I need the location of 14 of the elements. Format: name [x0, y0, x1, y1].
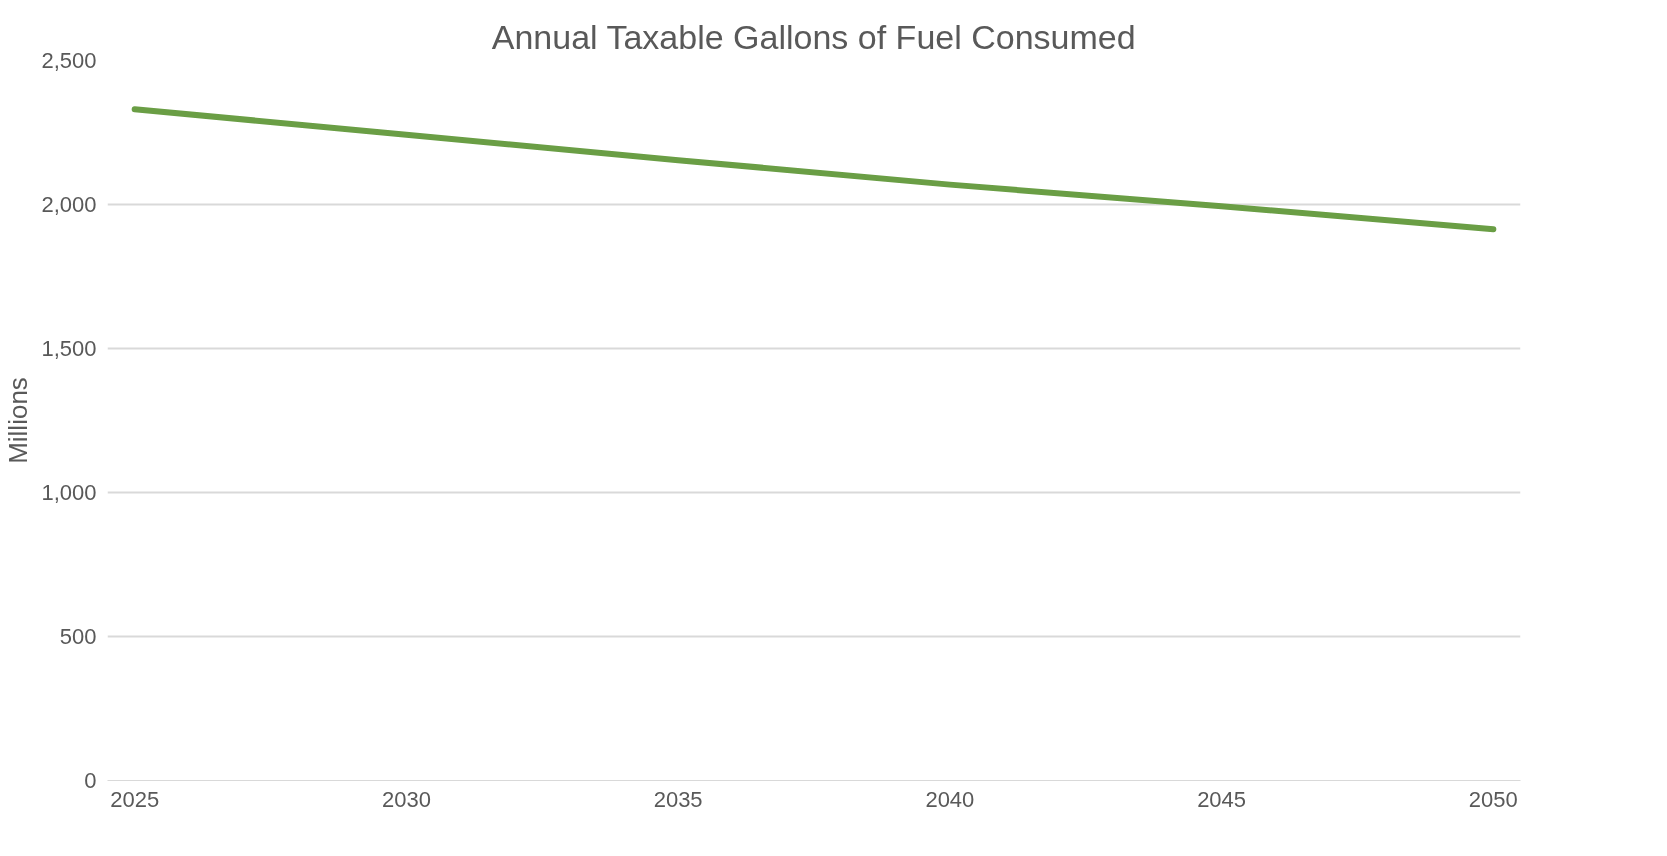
x-tick-label: 2030 — [381, 786, 431, 812]
x-tick-label: 2040 — [925, 786, 975, 812]
chart-title: Annual Taxable Gallons of Fuel Consumed — [491, 17, 1136, 56]
y-axis-title: Millions — [3, 377, 34, 464]
y-tick-label: 1,500 — [41, 336, 97, 361]
y-tick-label: 0 — [84, 768, 97, 793]
x-tick-label: 2050 — [1468, 786, 1518, 812]
y-tick-label: 2,000 — [41, 192, 97, 217]
y-tick-label: 500 — [59, 624, 97, 649]
x-tick-label: 2025 — [110, 786, 160, 812]
x-tick-label: 2045 — [1197, 786, 1247, 812]
x-tick-label: 2035 — [653, 786, 703, 812]
y-tick-label: 1,000 — [41, 480, 97, 505]
y-tick-label: 2,500 — [41, 48, 97, 73]
